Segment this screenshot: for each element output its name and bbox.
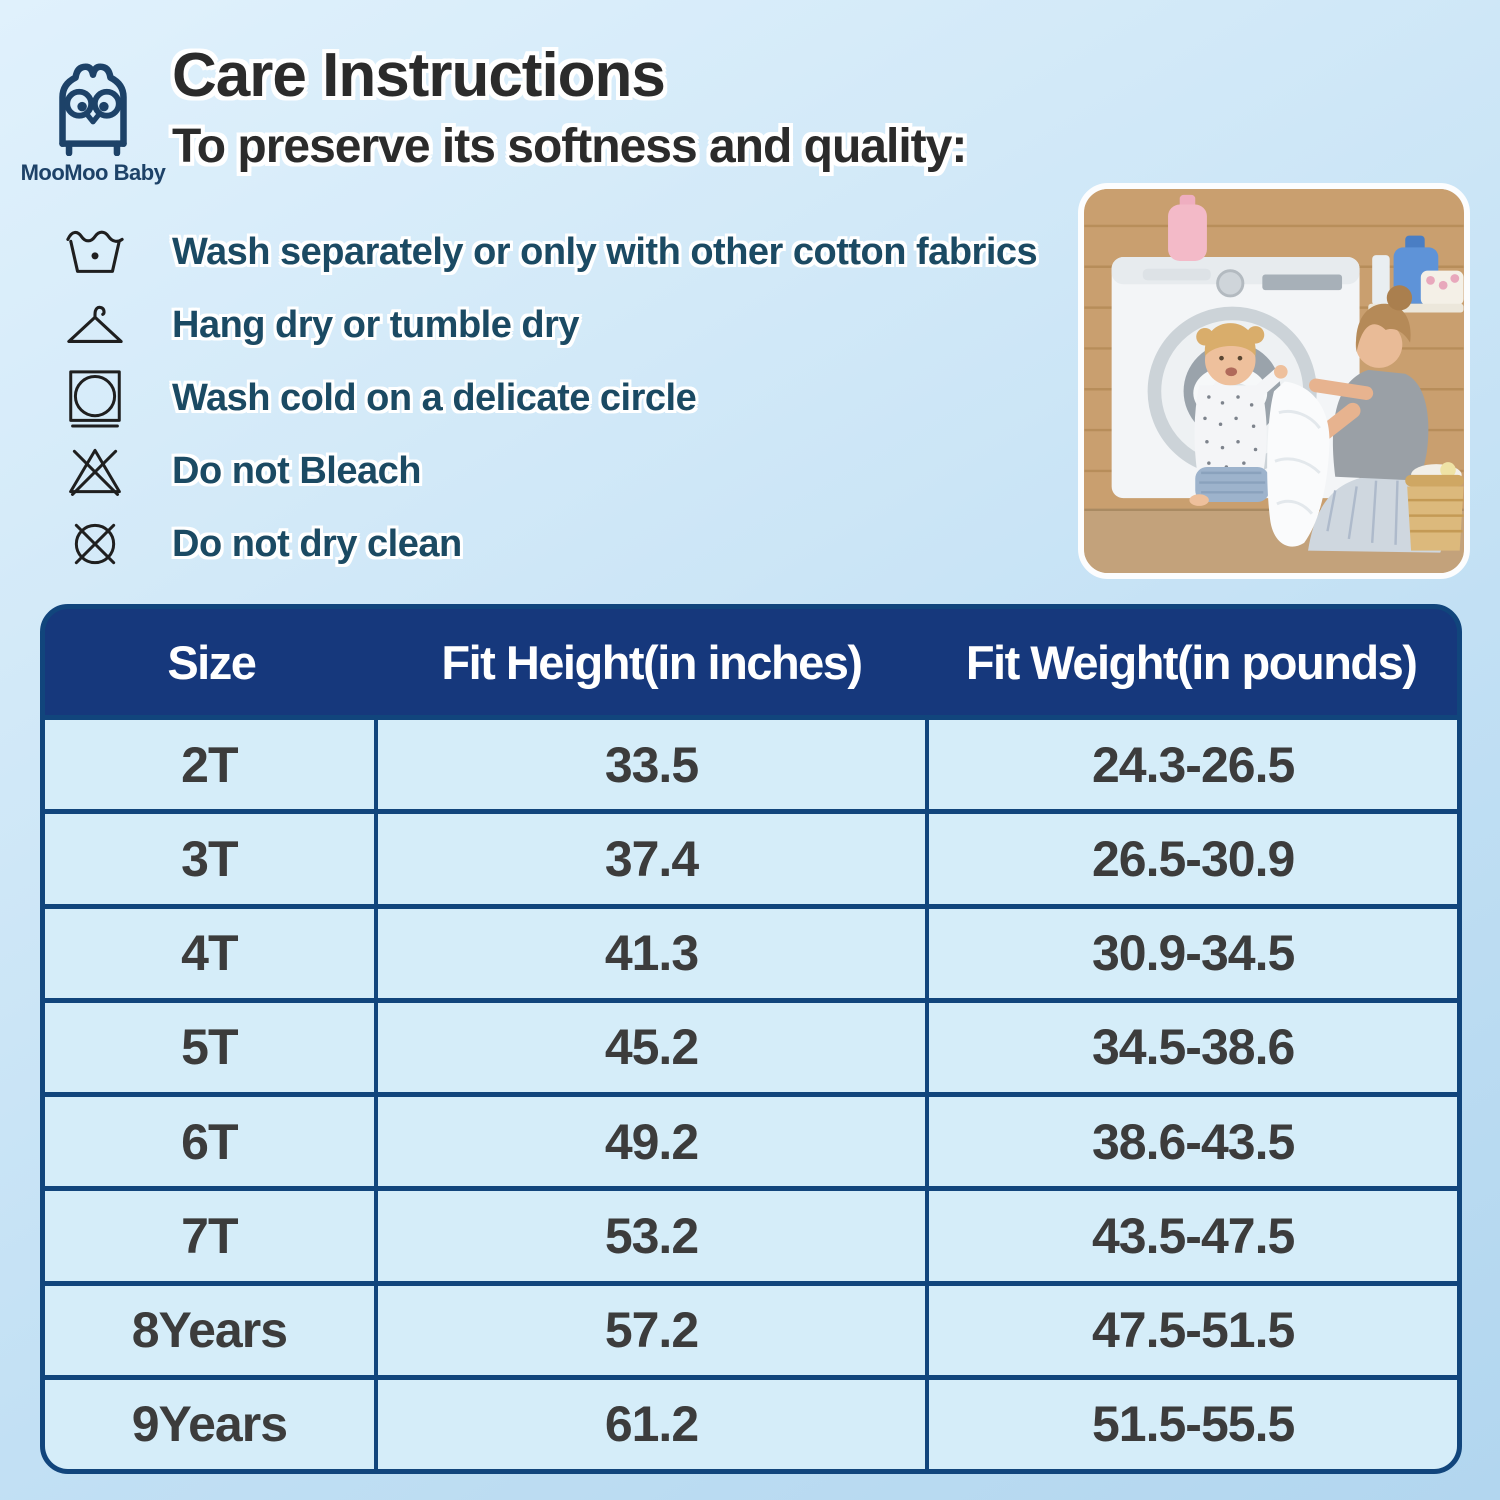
table-cell-height: 49.2 bbox=[377, 1097, 926, 1187]
care-item-label: Do not dry clean bbox=[172, 522, 462, 565]
care-item-no-dry-clean: Do not dry clean bbox=[62, 516, 1062, 572]
table-cell-height: 61.2 bbox=[377, 1379, 926, 1469]
column-header-weight: Fit Weight(in pounds) bbox=[925, 609, 1457, 715]
table-cell-weight: 43.5-47.5 bbox=[929, 1191, 1457, 1281]
table-cell-size: 4T bbox=[45, 908, 374, 998]
care-item-label: Hang dry or tumble dry bbox=[172, 303, 580, 346]
pink-detergent bbox=[1168, 194, 1207, 261]
table-cell-size: 3T bbox=[45, 814, 374, 904]
laundry-photo bbox=[1078, 183, 1470, 579]
table-cell-size: 5T bbox=[45, 1002, 374, 1092]
table-cell-height: 41.3 bbox=[377, 908, 926, 998]
care-item-label: Do not Bleach bbox=[172, 449, 421, 492]
table-cell-size: 7T bbox=[45, 1191, 374, 1281]
care-item-label: Wash cold on a delicate circle bbox=[172, 376, 697, 419]
column-header-size: Size bbox=[45, 609, 378, 715]
care-item-no-bleach: Do not Bleach bbox=[62, 443, 1062, 499]
tumble-dry-icon bbox=[62, 368, 128, 428]
table-cell-height: 57.2 bbox=[377, 1285, 926, 1375]
table-cell-height: 33.5 bbox=[377, 720, 926, 810]
care-item-hang-dry: Hang dry or tumble dry bbox=[62, 297, 1062, 353]
column-header-height: Fit Height(in inches) bbox=[373, 609, 930, 715]
table-cell-size: 2T bbox=[45, 720, 374, 810]
table-cell-height: 45.2 bbox=[377, 1002, 926, 1092]
brand-name: MooMoo Baby bbox=[20, 160, 166, 185]
care-item-label: Wash separately or only with other cotto… bbox=[172, 230, 1038, 273]
laundry-basket bbox=[1405, 462, 1464, 551]
table-cell-size: 6T bbox=[45, 1097, 374, 1187]
table-cell-weight: 34.5-38.6 bbox=[929, 1002, 1457, 1092]
table-cell-weight: 51.5-55.5 bbox=[929, 1379, 1457, 1469]
table-cell-weight: 30.9-34.5 bbox=[929, 908, 1457, 998]
page-title: Care Instructions bbox=[172, 41, 666, 110]
care-item-wash: Wash separately or only with other cotto… bbox=[62, 224, 1062, 280]
table-cell-weight: 38.6-43.5 bbox=[929, 1097, 1457, 1187]
care-item-wash-cold: Wash cold on a delicate circle bbox=[62, 368, 1062, 428]
brand-logo: MooMoo Baby bbox=[18, 58, 168, 186]
table-cell-size: 8Years bbox=[45, 1285, 374, 1375]
do-not-bleach-icon bbox=[62, 443, 128, 499]
table-cell-height: 53.2 bbox=[377, 1191, 926, 1281]
child-figure bbox=[1189, 323, 1288, 506]
table-cell-weight: 24.3-26.5 bbox=[929, 720, 1457, 810]
page-subtitle: To preserve its softness and quality: bbox=[172, 120, 967, 173]
table-cell-weight: 26.5-30.9 bbox=[929, 814, 1457, 904]
do-not-dry-clean-icon bbox=[62, 516, 128, 572]
table-cell-size: 9Years bbox=[45, 1379, 374, 1469]
table-cell-height: 37.4 bbox=[377, 814, 926, 904]
care-instructions-list: Wash separately or only with other cotto… bbox=[62, 224, 1062, 589]
owl-crib-icon bbox=[59, 63, 127, 156]
washtub-icon bbox=[62, 226, 128, 278]
size-chart-table: Size Fit Height(in inches) Fit Weight(in… bbox=[40, 604, 1462, 1474]
towel bbox=[1267, 381, 1330, 547]
table-cell-weight: 47.5-51.5 bbox=[929, 1285, 1457, 1375]
header-block: Care Instructions To preserve its softne… bbox=[172, 40, 967, 174]
hanger-icon bbox=[62, 301, 128, 349]
